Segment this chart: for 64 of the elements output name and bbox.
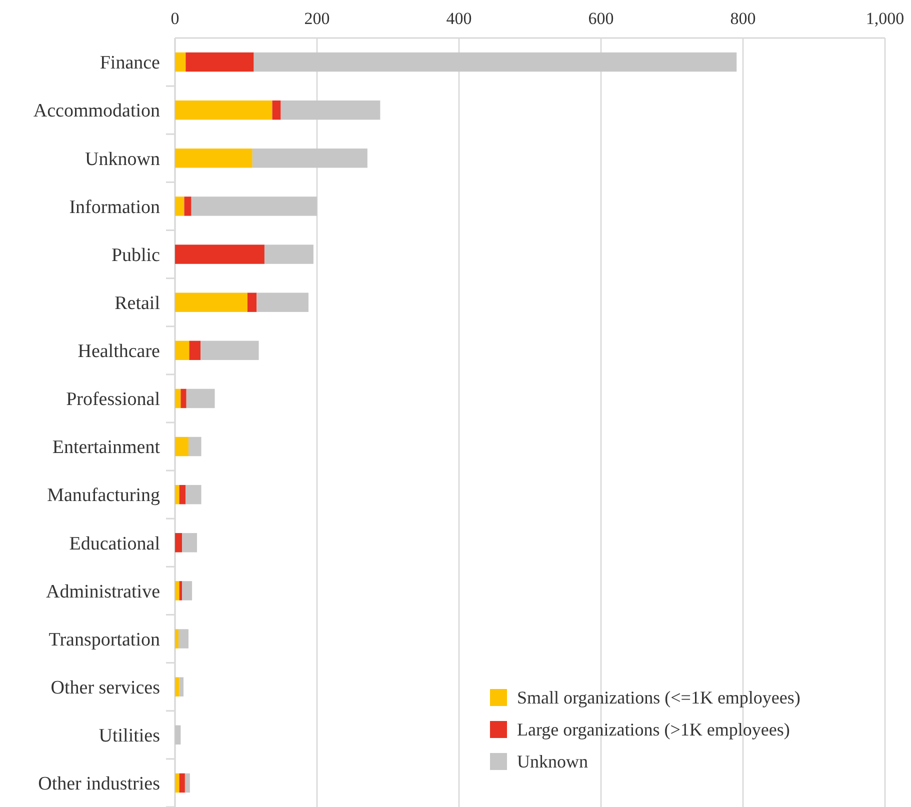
x-tick-label: 400 [446,9,472,28]
y-tick-label: Finance [100,52,160,74]
y-tick-label: Other services [50,677,160,698]
bar [179,677,184,696]
legend-label: Large organizations (>1K employees) [517,719,790,740]
x-tick-label: 200 [304,9,330,28]
bar [175,148,252,168]
bar [175,388,181,408]
bar [175,581,180,600]
bar [182,533,198,552]
bar [280,100,380,120]
bar [178,629,188,648]
y-tick-label: Other industries [38,774,160,795]
bar [175,100,272,120]
y-tick-label: Information [69,196,160,218]
bar [184,773,190,793]
bar [175,244,264,264]
bar [186,484,202,504]
bar [175,436,188,456]
y-tick-label: Transportation [48,629,160,650]
bar [175,292,248,312]
legend-label: Small organizations (<=1K employees) [517,687,800,708]
bar [175,484,180,504]
bar [189,340,201,360]
bar [247,292,257,312]
bar [200,340,259,360]
bar [272,100,281,120]
bar [184,196,192,216]
y-tick-label: Entertainment [52,437,161,458]
legend-label: Unknown [517,751,588,772]
bar [175,725,181,745]
y-tick-label: Public [111,244,160,266]
x-tick-label: 800 [730,9,756,28]
y-tick-label: Professional [66,389,160,410]
y-tick-label: Educational [69,533,160,554]
bar [256,292,308,312]
x-tick-label: 0 [170,9,180,28]
bar [254,52,737,72]
bar [175,677,180,696]
y-tick-label: Retail [114,292,160,314]
bar [175,52,186,72]
bar [179,484,186,504]
y-tick-label: Accommodation [33,100,160,122]
y-tick-label: Administrative [46,581,160,602]
bar [180,388,186,408]
bar [179,773,185,793]
bar [175,629,179,648]
bar [264,244,314,264]
bar [188,436,202,456]
bar [186,388,215,408]
x-tick-label: 1,000 [866,9,904,28]
x-tick-label: 600 [588,9,614,28]
y-tick-label: Utilities [98,726,160,747]
bar [175,773,180,793]
bar [175,533,182,552]
bar [252,148,368,168]
bar [182,581,192,600]
bar [175,196,184,216]
bar [191,196,317,216]
bar [175,340,190,360]
bar [186,52,254,72]
y-tick-label: Unknown [85,148,160,170]
y-tick-label: Healthcare [78,341,160,362]
y-tick-label: Manufacturing [47,485,160,506]
